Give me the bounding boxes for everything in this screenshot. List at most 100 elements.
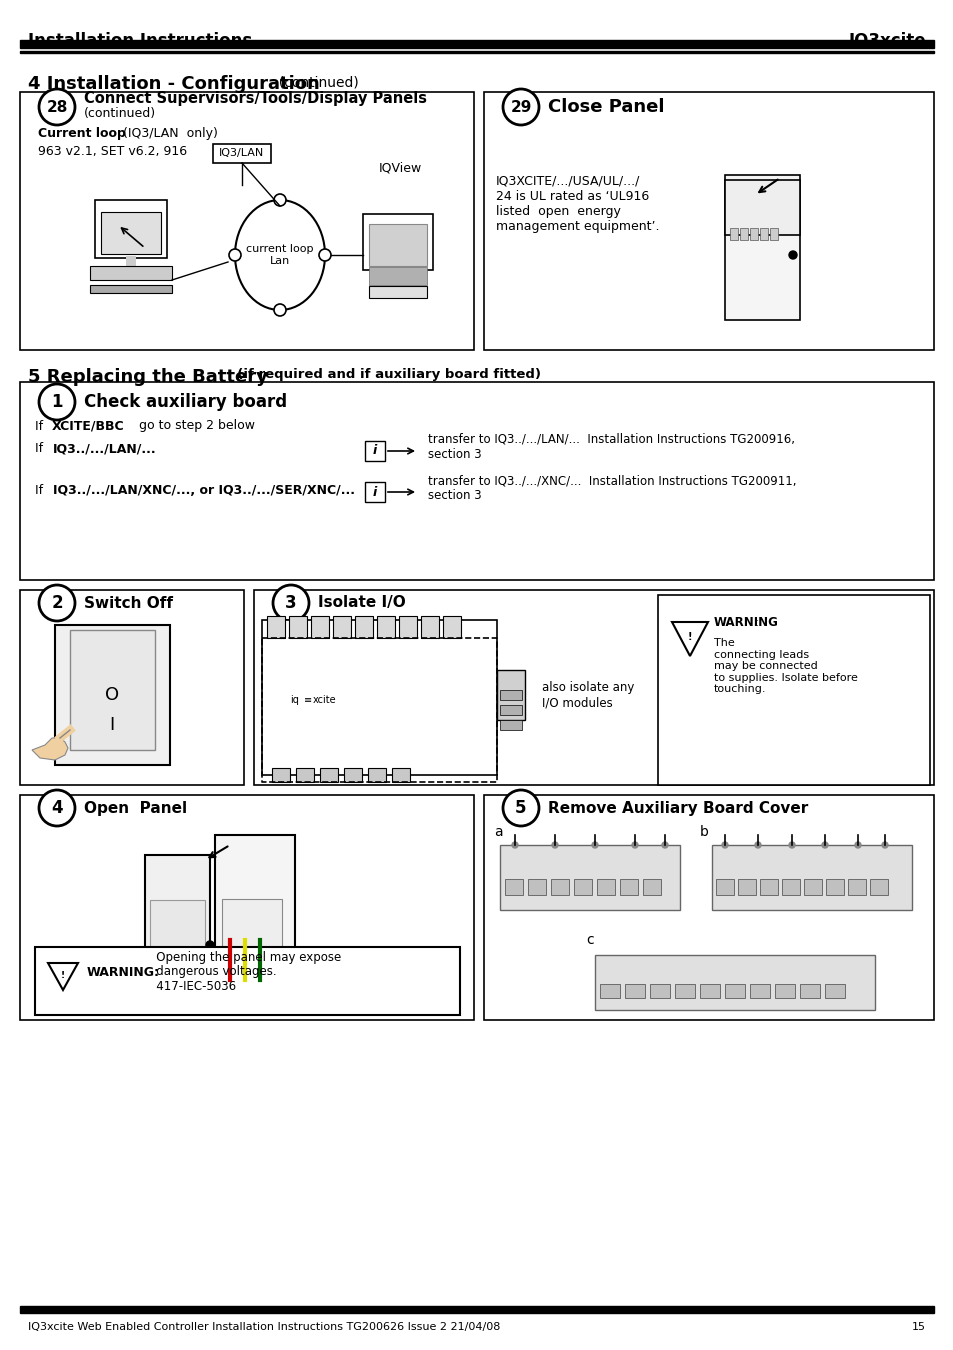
Text: c: c xyxy=(585,933,593,946)
Bar xyxy=(499,705,521,716)
Circle shape xyxy=(39,585,75,621)
Bar xyxy=(803,879,821,895)
Circle shape xyxy=(721,842,727,848)
Bar xyxy=(90,285,172,293)
Bar xyxy=(483,795,933,1021)
Text: O: O xyxy=(105,686,119,703)
Text: Installation Instructions: Installation Instructions xyxy=(28,32,252,50)
Bar xyxy=(319,768,337,782)
Bar xyxy=(55,625,170,765)
Bar xyxy=(355,616,373,639)
Bar xyxy=(222,899,282,999)
Text: If: If xyxy=(35,420,47,432)
Bar xyxy=(642,879,660,895)
Ellipse shape xyxy=(234,200,325,310)
Bar xyxy=(749,228,758,240)
Bar xyxy=(551,879,568,895)
Polygon shape xyxy=(48,963,78,990)
Text: Close Panel: Close Panel xyxy=(547,99,664,116)
Bar xyxy=(295,768,314,782)
Bar xyxy=(365,441,385,460)
Bar xyxy=(738,879,755,895)
Polygon shape xyxy=(671,622,707,656)
Text: IQ3/LAN: IQ3/LAN xyxy=(219,148,264,158)
Bar xyxy=(369,224,427,266)
Text: IQView: IQView xyxy=(378,162,421,174)
Text: IQ3XCITE/.../USA/UL/.../
24 is UL rated as ‘UL916
listed  open  energy
managemen: IQ3XCITE/.../USA/UL/.../ 24 is UL rated … xyxy=(496,176,659,234)
Bar xyxy=(95,200,167,258)
Text: Check auxiliary board: Check auxiliary board xyxy=(84,393,287,410)
Bar xyxy=(869,879,887,895)
Text: (IQ3/LAN  only): (IQ3/LAN only) xyxy=(115,127,217,139)
Bar xyxy=(499,690,521,701)
Bar xyxy=(253,590,933,784)
Text: (if required and if auxiliary board fitted): (if required and if auxiliary board fitt… xyxy=(228,369,540,381)
Text: i: i xyxy=(373,444,376,458)
Text: Current loop: Current loop xyxy=(38,127,126,139)
Bar xyxy=(497,670,524,720)
Bar xyxy=(729,228,738,240)
Text: transfer to IQ3../.../LAN/...  Installation Instructions TG200916,
section 3: transfer to IQ3../.../LAN/... Installati… xyxy=(428,433,794,460)
Bar xyxy=(825,879,843,895)
Bar xyxy=(658,595,929,784)
Bar xyxy=(700,984,720,998)
Bar xyxy=(333,616,351,639)
Bar xyxy=(420,616,438,639)
Bar xyxy=(363,215,433,270)
Bar xyxy=(716,879,733,895)
Bar xyxy=(262,620,497,775)
Text: also isolate any
I/O modules: also isolate any I/O modules xyxy=(541,680,634,709)
Circle shape xyxy=(552,842,558,848)
Bar xyxy=(649,984,669,998)
Bar xyxy=(675,984,695,998)
Bar xyxy=(20,1305,933,1308)
Bar xyxy=(711,845,911,910)
Text: ≡: ≡ xyxy=(304,695,312,705)
Bar xyxy=(289,616,307,639)
Bar xyxy=(504,879,522,895)
Circle shape xyxy=(502,89,538,126)
Text: (continued): (continued) xyxy=(84,108,156,120)
Bar xyxy=(774,984,794,998)
Bar xyxy=(272,768,290,782)
Circle shape xyxy=(754,842,760,848)
Circle shape xyxy=(661,842,667,848)
Bar xyxy=(267,616,285,639)
Bar xyxy=(365,482,385,502)
Bar xyxy=(145,855,210,985)
Circle shape xyxy=(39,89,75,126)
Text: 29: 29 xyxy=(510,100,531,115)
Bar xyxy=(527,879,545,895)
Bar xyxy=(483,92,933,350)
Bar xyxy=(20,51,933,53)
Circle shape xyxy=(39,790,75,826)
Bar xyxy=(344,768,361,782)
Text: 2: 2 xyxy=(51,594,63,612)
Text: Open  Panel: Open Panel xyxy=(84,801,187,815)
Text: XCITE/BBC: XCITE/BBC xyxy=(52,420,125,432)
Bar xyxy=(20,590,244,784)
Circle shape xyxy=(882,842,887,848)
Bar xyxy=(35,946,459,1015)
Text: The
connecting leads
may be connected
to supplies. Isolate before
touching.: The connecting leads may be connected to… xyxy=(713,639,857,694)
Bar xyxy=(749,984,769,998)
Text: WARNING:: WARNING: xyxy=(87,965,160,979)
Bar xyxy=(150,900,205,980)
Bar xyxy=(20,1308,933,1314)
Bar xyxy=(619,879,638,895)
Circle shape xyxy=(229,248,241,261)
Bar xyxy=(392,768,410,782)
Bar xyxy=(20,92,474,350)
Bar xyxy=(760,228,767,240)
Bar xyxy=(376,616,395,639)
Text: 4 Installation - Configuration: 4 Installation - Configuration xyxy=(28,76,319,93)
Text: transfer to IQ3../.../XNC/...  Installation Instructions TG200911,
section 3: transfer to IQ3../.../XNC/... Installati… xyxy=(428,474,796,502)
Bar xyxy=(369,267,427,285)
Text: a: a xyxy=(494,825,502,838)
Bar xyxy=(101,212,161,254)
Bar xyxy=(824,984,844,998)
Bar xyxy=(597,879,615,895)
Text: !: ! xyxy=(61,971,65,980)
Circle shape xyxy=(592,842,598,848)
Text: go to step 2 below: go to step 2 below xyxy=(135,420,254,432)
